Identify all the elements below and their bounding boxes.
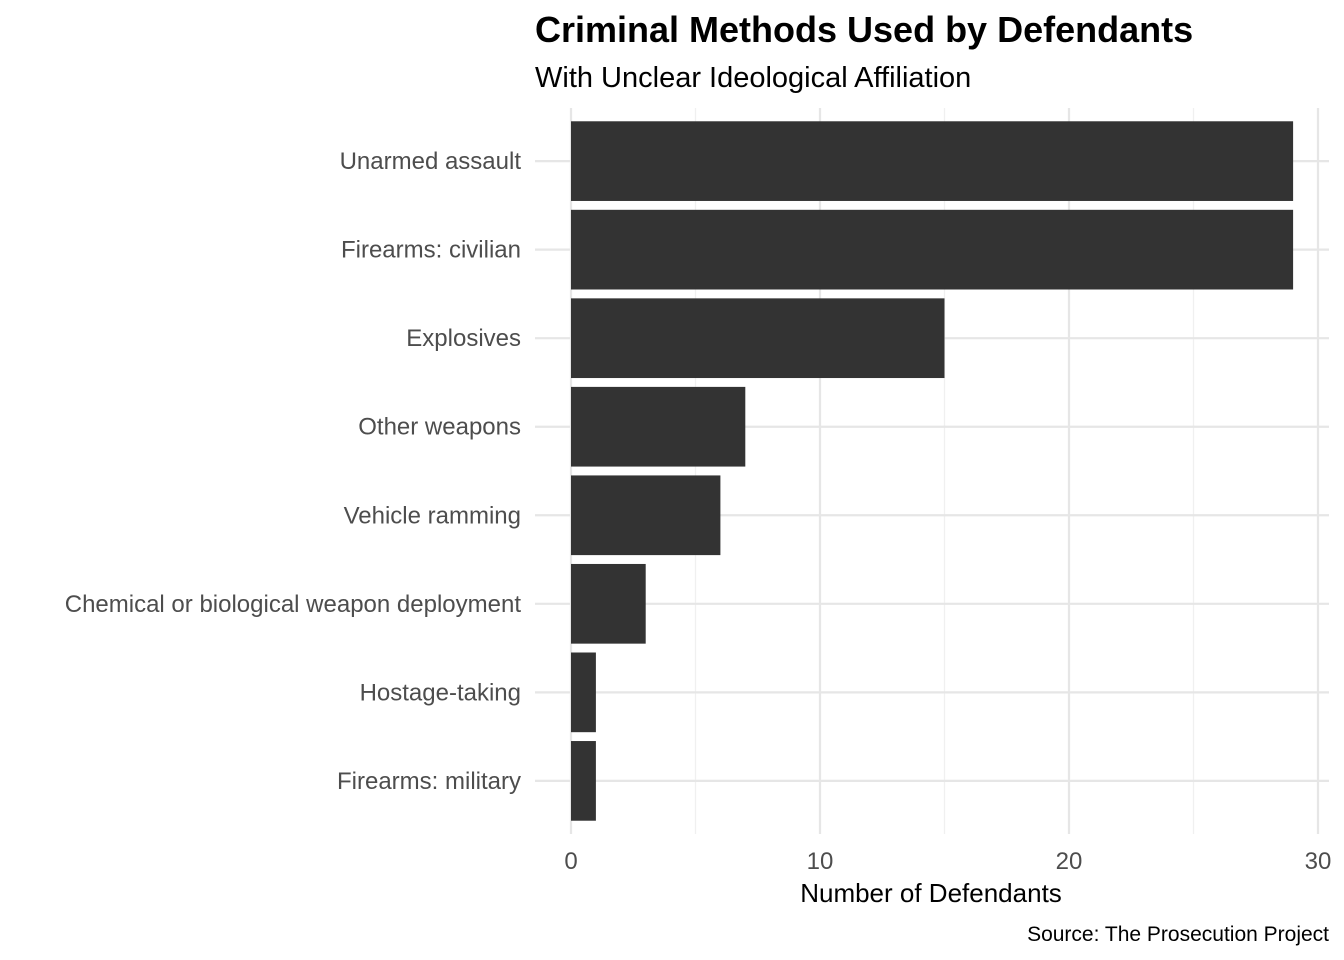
x-tick-labels: 0 10 20 30 bbox=[564, 848, 1331, 875]
x-tick-label: 20 bbox=[1056, 848, 1083, 875]
category-label: Vehicle ramming bbox=[344, 502, 521, 529]
bar bbox=[571, 741, 596, 821]
bar bbox=[571, 298, 945, 379]
bar bbox=[571, 563, 646, 644]
chart-title: Criminal Methods Used by Defendants bbox=[535, 9, 1193, 50]
bar bbox=[571, 121, 1294, 201]
category-label: Firearms: military bbox=[337, 768, 521, 795]
chart-subtitle: With Unclear Ideological Affiliation bbox=[535, 62, 971, 94]
x-axis-title: Number of Defendants bbox=[800, 878, 1062, 908]
x-tick-label: 10 bbox=[807, 848, 834, 875]
category-labels: Unarmed assault Firearms: civilian Explosi… bbox=[65, 148, 522, 795]
bar bbox=[571, 475, 721, 556]
category-label: Hostage-taking bbox=[360, 679, 521, 706]
caption: Source: The Prosecution Project bbox=[1027, 923, 1329, 946]
category-label: Explosives bbox=[406, 325, 521, 352]
bar bbox=[571, 209, 1294, 290]
bar bbox=[571, 652, 596, 733]
x-tick-label: 30 bbox=[1305, 848, 1332, 875]
category-label: Unarmed assault bbox=[340, 148, 522, 175]
category-label: Chemical or biological weapon deployment bbox=[65, 591, 522, 618]
category-label: Firearms: civilian bbox=[341, 237, 521, 264]
category-label: Other weapons bbox=[358, 414, 521, 441]
bar bbox=[571, 386, 746, 467]
bars bbox=[571, 121, 1294, 821]
x-tick-label: 0 bbox=[564, 848, 577, 875]
